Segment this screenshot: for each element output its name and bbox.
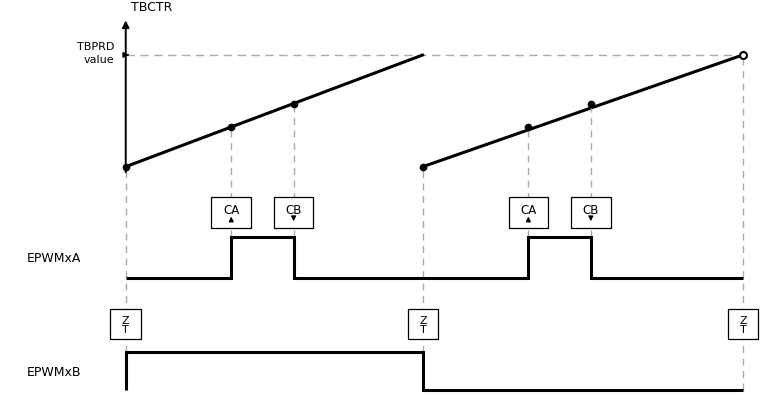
Text: TBCTR: TBCTR <box>131 2 172 14</box>
Bar <box>408 309 438 339</box>
Text: EPWMxB: EPWMxB <box>27 365 82 378</box>
Text: TBPRD
value: TBPRD value <box>77 42 114 65</box>
Text: CA: CA <box>520 204 536 217</box>
Text: EPWMxA: EPWMxA <box>27 252 81 265</box>
Text: T: T <box>740 325 746 335</box>
Text: CA: CA <box>223 204 239 217</box>
Text: T: T <box>123 325 129 335</box>
Text: CB: CB <box>583 204 599 217</box>
Text: Z: Z <box>122 316 130 325</box>
Text: CB: CB <box>286 204 302 217</box>
Bar <box>571 197 610 228</box>
Bar <box>728 309 758 339</box>
Bar <box>508 197 548 228</box>
Text: Z: Z <box>739 316 747 325</box>
Bar <box>110 309 141 339</box>
Text: Z: Z <box>419 316 427 325</box>
Bar <box>211 197 251 228</box>
Bar <box>274 197 313 228</box>
Text: T: T <box>420 325 426 335</box>
